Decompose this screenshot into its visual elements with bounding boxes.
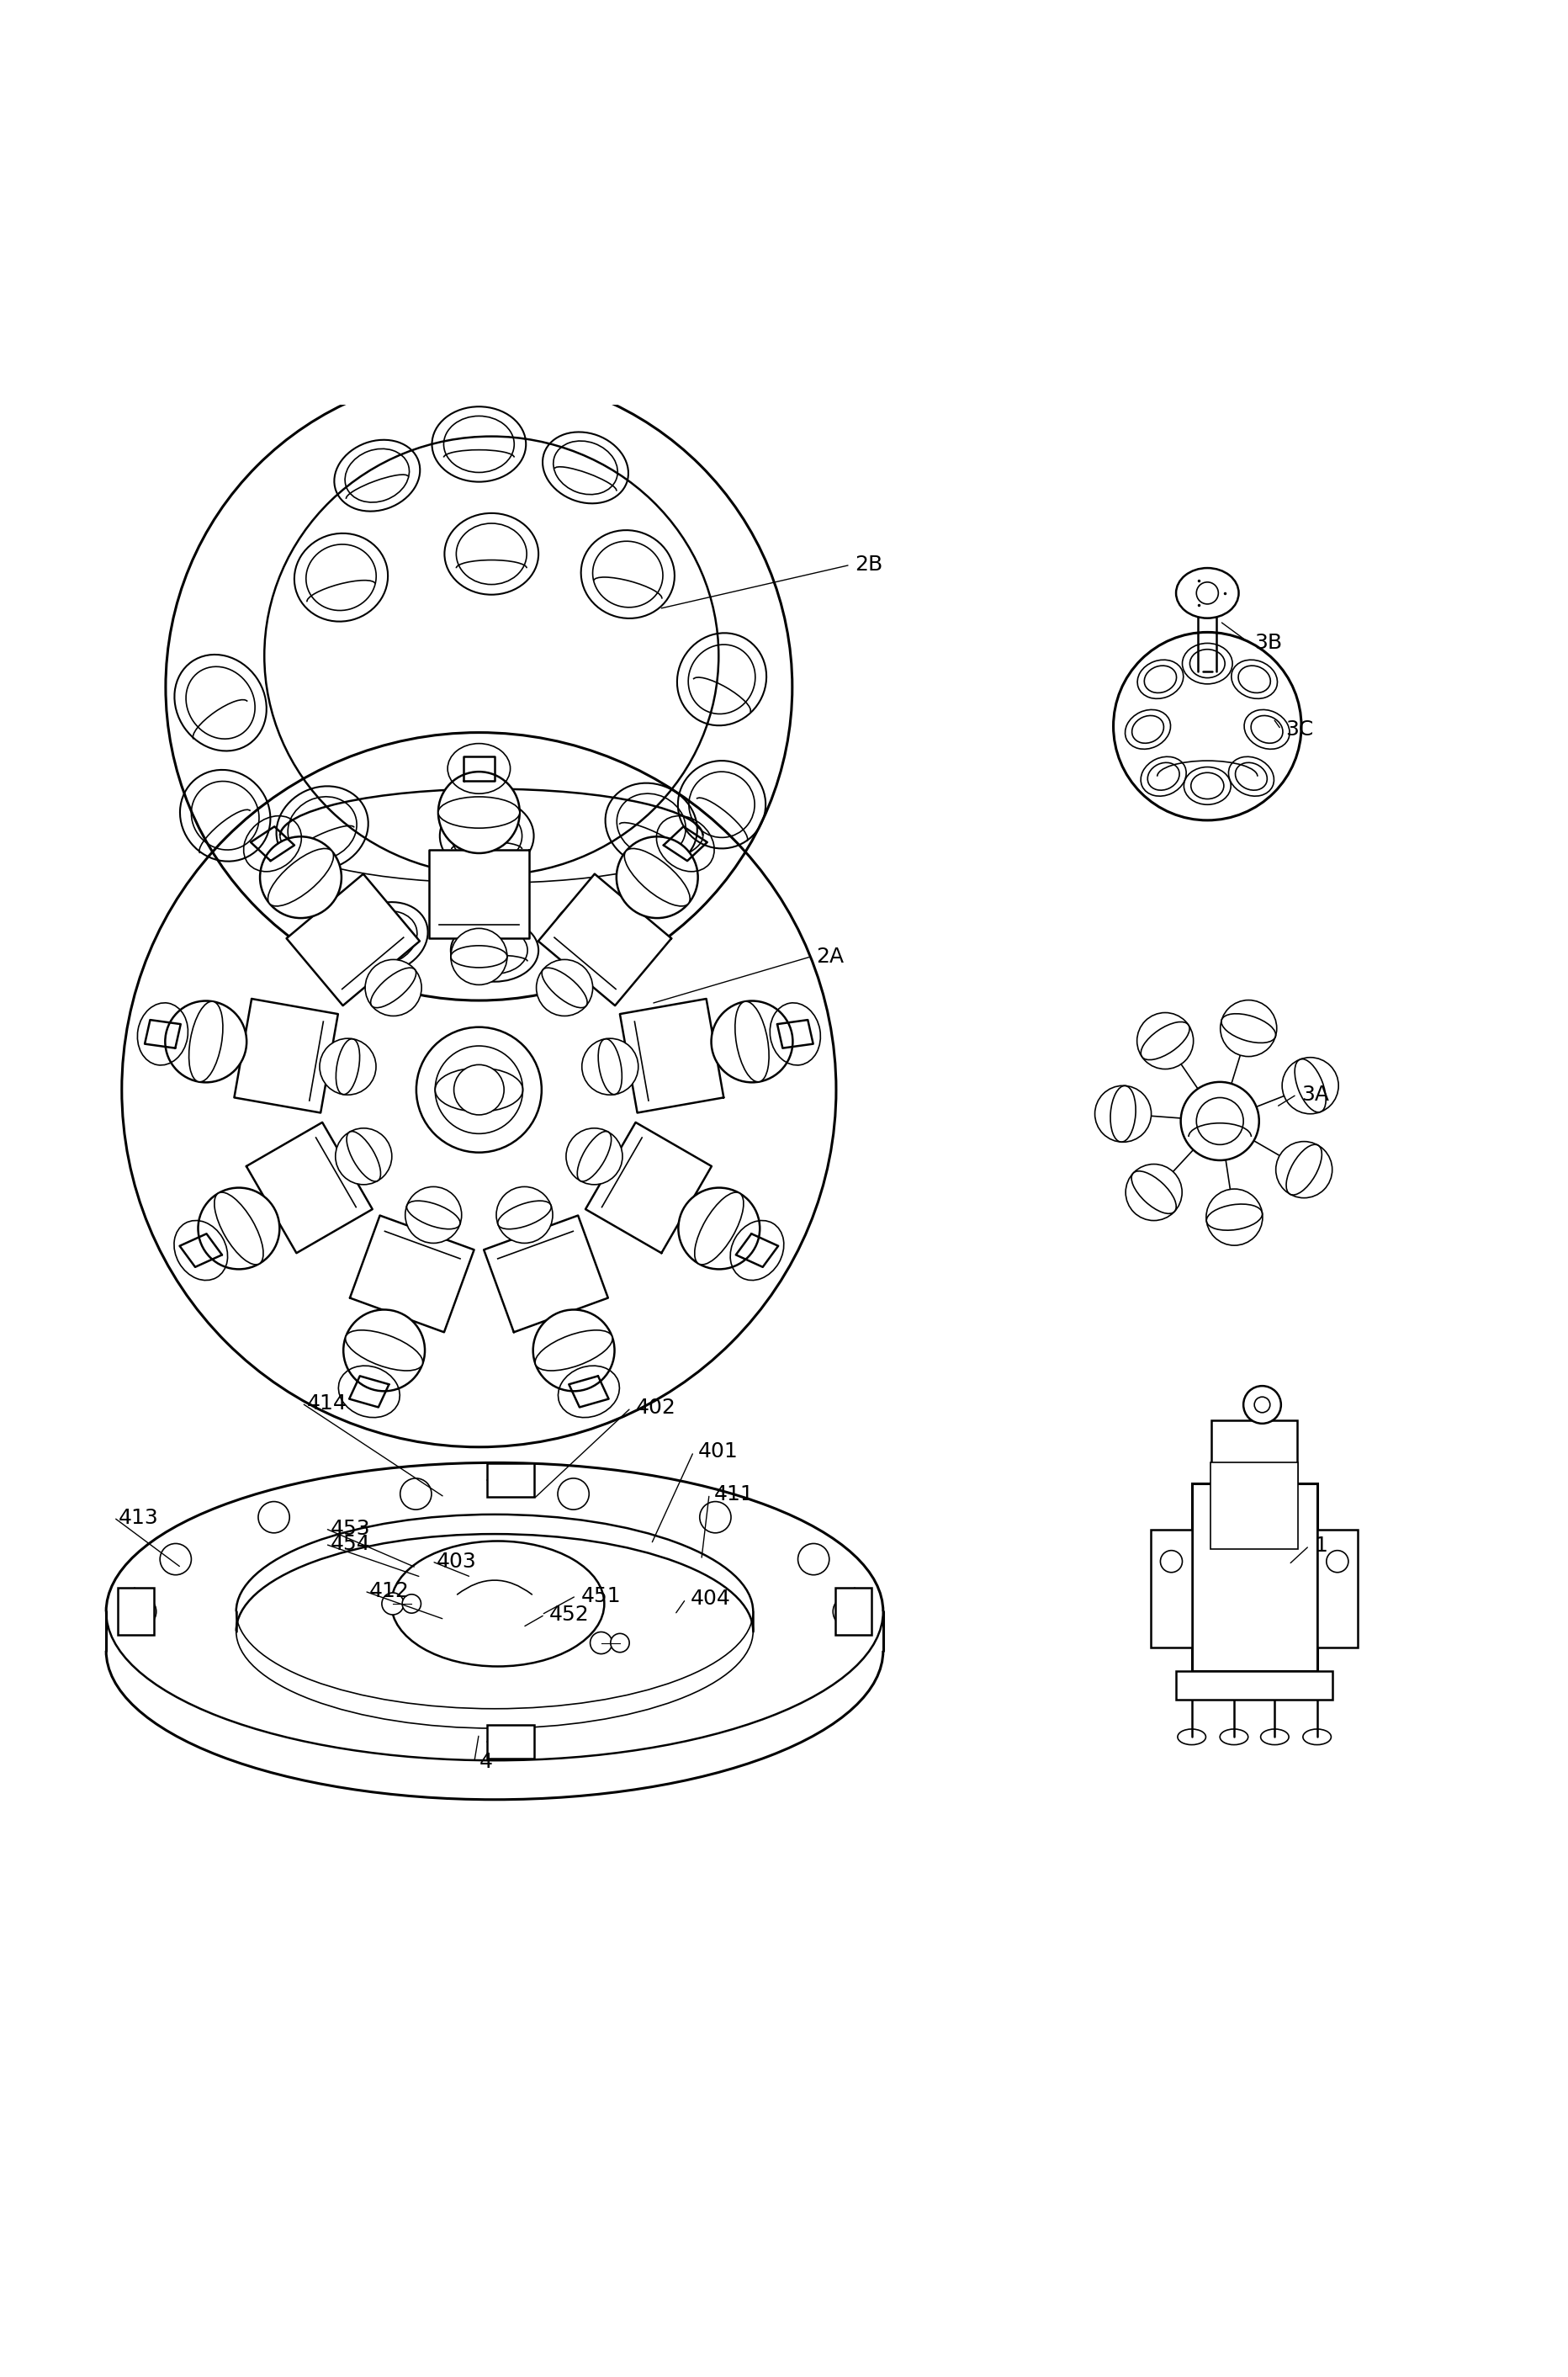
Text: 4: 4 [478,1752,492,1773]
Polygon shape [585,1122,712,1253]
Bar [486,1726,533,1759]
Bar [1192,1483,1316,1671]
Text: 413: 413 [119,1507,158,1528]
Circle shape [616,837,698,918]
Circle shape [160,1543,191,1576]
Circle shape [1275,1141,1331,1198]
Polygon shape [246,1122,372,1253]
Text: 2A: 2A [815,946,844,967]
Circle shape [434,1046,522,1134]
Ellipse shape [188,1001,223,1082]
Text: 451: 451 [580,1585,621,1607]
Bar [834,1588,872,1635]
Bar [1176,1671,1331,1700]
Circle shape [1137,1013,1193,1070]
Circle shape [1094,1086,1151,1141]
Circle shape [495,1186,552,1243]
Circle shape [260,837,342,918]
Text: 401: 401 [698,1440,739,1462]
Text: 411: 411 [713,1483,754,1505]
Circle shape [536,960,593,1015]
Text: 2B: 2B [855,554,883,575]
Circle shape [1325,1550,1347,1574]
Bar [118,1588,154,1635]
Circle shape [1160,1550,1182,1574]
Circle shape [582,1039,638,1096]
Circle shape [1281,1058,1338,1115]
Circle shape [401,1595,420,1614]
Circle shape [533,1310,615,1391]
Text: 404: 404 [690,1588,731,1609]
Text: 1: 1 [1312,1536,1327,1557]
Circle shape [165,1001,246,1082]
Circle shape [1254,1398,1270,1412]
Circle shape [558,1478,588,1509]
Circle shape [400,1478,431,1509]
Circle shape [833,1595,864,1628]
Text: 403: 403 [436,1552,477,1571]
Ellipse shape [437,796,519,827]
Circle shape [798,1543,829,1576]
Polygon shape [234,998,337,1112]
Bar [486,1464,533,1498]
Circle shape [566,1129,622,1184]
Circle shape [1220,1001,1276,1055]
Circle shape [365,960,422,1015]
Circle shape [1126,1165,1181,1219]
Text: 3C: 3C [1286,720,1312,739]
Polygon shape [538,875,671,1005]
Ellipse shape [268,849,334,906]
Circle shape [590,1633,612,1654]
Polygon shape [619,998,723,1112]
Text: 454: 454 [329,1533,370,1555]
Circle shape [405,1186,461,1243]
Circle shape [198,1188,279,1269]
Text: 414: 414 [306,1393,347,1414]
Text: 412: 412 [368,1581,409,1602]
Ellipse shape [624,849,690,906]
Bar [1316,1531,1356,1647]
Polygon shape [428,851,528,939]
Polygon shape [287,875,420,1005]
Circle shape [259,1502,290,1533]
Text: 452: 452 [549,1604,590,1626]
Polygon shape [350,1215,474,1331]
Ellipse shape [695,1193,743,1265]
Circle shape [1206,1188,1262,1246]
Polygon shape [483,1215,608,1331]
Bar [1151,1531,1192,1647]
Circle shape [710,1001,792,1082]
Bar [1210,1462,1298,1550]
Ellipse shape [345,1331,422,1372]
Text: 3A: 3A [1301,1084,1328,1105]
Circle shape [610,1633,629,1652]
Circle shape [381,1593,403,1614]
Circle shape [343,1310,425,1391]
Circle shape [453,1065,503,1115]
Text: 453: 453 [329,1519,370,1538]
Ellipse shape [535,1331,612,1372]
Ellipse shape [390,1540,604,1666]
Text: 402: 402 [635,1398,676,1419]
Circle shape [1196,1098,1243,1146]
Circle shape [450,929,506,984]
Circle shape [416,1027,541,1153]
Circle shape [437,773,519,853]
Ellipse shape [215,1193,263,1265]
Circle shape [1181,1082,1259,1160]
Circle shape [699,1502,731,1533]
Circle shape [125,1595,157,1628]
Circle shape [320,1039,376,1096]
Circle shape [336,1129,392,1184]
Text: 3B: 3B [1254,632,1281,654]
Circle shape [1243,1386,1281,1424]
Bar [1210,1421,1297,1483]
Circle shape [677,1188,759,1269]
Ellipse shape [735,1001,768,1082]
